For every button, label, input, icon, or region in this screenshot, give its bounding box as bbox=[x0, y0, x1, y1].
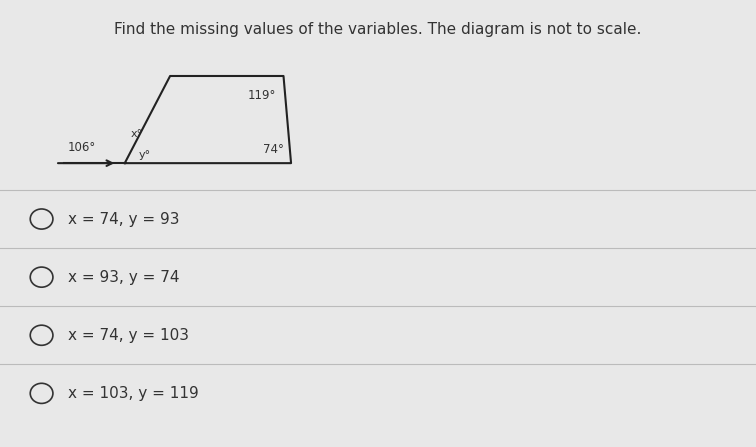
Text: 106°: 106° bbox=[68, 141, 96, 154]
Text: x = 74, y = 93: x = 74, y = 93 bbox=[68, 211, 179, 227]
Text: Find the missing values of the variables. The diagram is not to scale.: Find the missing values of the variables… bbox=[114, 22, 642, 38]
Text: x°: x° bbox=[131, 129, 143, 139]
Text: x = 93, y = 74: x = 93, y = 74 bbox=[68, 270, 179, 285]
Text: 74°: 74° bbox=[262, 143, 284, 156]
Text: 119°: 119° bbox=[247, 89, 276, 102]
Text: y°: y° bbox=[138, 150, 150, 160]
Text: x = 74, y = 103: x = 74, y = 103 bbox=[68, 328, 189, 343]
Text: x = 103, y = 119: x = 103, y = 119 bbox=[68, 386, 199, 401]
